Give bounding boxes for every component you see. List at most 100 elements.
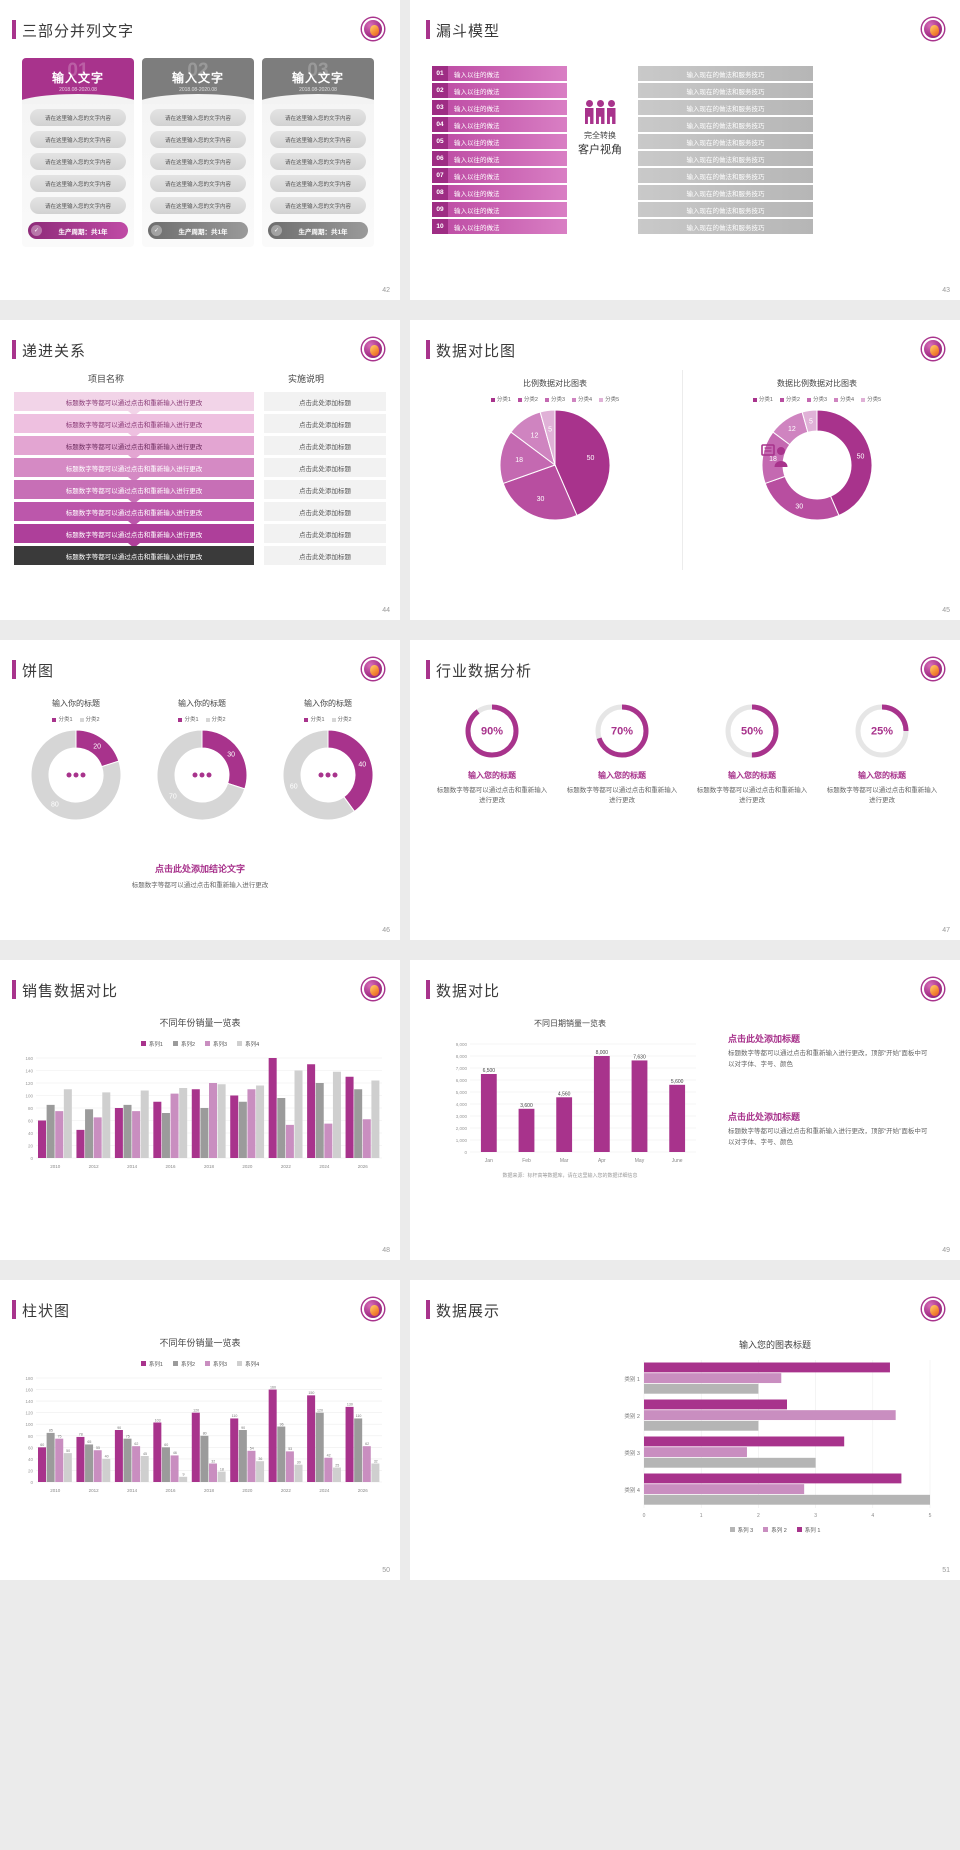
svg-text:类别 3: 类别 3 — [624, 1449, 640, 1457]
svg-text:5: 5 — [809, 418, 813, 425]
step-desc-row[interactable]: 点击此处添加标题 — [264, 414, 386, 433]
svg-text:0: 0 — [30, 1156, 33, 1161]
column-3-footer[interactable]: ✓ 生产周期：共1年 — [268, 222, 368, 239]
svg-text:32: 32 — [211, 1459, 215, 1463]
funnel-right-row[interactable]: 输入现在的做法和服务技巧 — [638, 83, 813, 98]
brand-logo-icon — [362, 658, 384, 680]
slide-51[interactable]: 数据展示 输入您的图表标题 0 1 2 3 4 5 类别 1 类别 2 类别 3 类别 4 系列 … — [410, 1280, 960, 1580]
step-row[interactable]: 标题数字等都可以通过点击和重新输入进行更改 — [14, 436, 254, 460]
list-item[interactable]: 请在这里输入您的文字内容 — [150, 153, 246, 170]
funnel-right-row[interactable]: 输入现在的做法和服务技巧 — [638, 219, 813, 234]
ring-cell[interactable]: 70% 输入您的标题 标题数字等都可以通过点击和重新输入进行更改 — [564, 702, 680, 807]
step-row[interactable]: 标题数字等都可以通过点击和重新输入进行更改 — [14, 546, 254, 565]
step-desc-row[interactable]: 点击此处添加标题 — [264, 458, 386, 477]
funnel-row[interactable]: 10 输入以往的做法 — [432, 219, 567, 234]
funnel-row[interactable]: 02 输入以往的做法 — [432, 83, 567, 98]
list-item[interactable]: 请在这里输入您的文字内容 — [30, 131, 126, 148]
ring-label: 输入您的标题 — [858, 771, 906, 780]
slide-44[interactable]: 递进关系 项目名称 实施说明 标题数字等都可以通过点击和重新输入进行更改 标题数字… — [0, 320, 400, 620]
funnel-right-row[interactable]: 输入现在的做法和服务技巧 — [638, 151, 813, 166]
column-1-footer[interactable]: ✓ 生产周期：共1年 — [28, 222, 128, 239]
chart-legend: 分类1 分类2 — [268, 715, 388, 723]
column-1[interactable]: 01 输入文字 2018.08-2020.08 请在这里输入您的文字内容 请在这… — [22, 58, 134, 247]
list-item[interactable]: 请在这里输入您的文字内容 — [150, 131, 246, 148]
column-3[interactable]: 03 输入文字 2018.08-2020.08 请在这里输入您的文字内容 请在这… — [262, 58, 374, 247]
step-desc-row[interactable]: 点击此处添加标题 — [264, 524, 386, 543]
funnel-right-row[interactable]: 输入现在的做法和服务技巧 — [638, 202, 813, 217]
list-item[interactable]: 请在这里输入您的文字内容 — [150, 109, 246, 126]
funnel-row[interactable]: 04 输入以往的做法 — [432, 117, 567, 132]
step-row[interactable]: 标题数字等都可以通过点击和重新输入进行更改 — [14, 480, 254, 504]
funnel-right-row[interactable]: 输入现在的做法和服务技巧 — [638, 117, 813, 132]
donut-chart: 50 30 18 12 5 — [702, 409, 932, 521]
step-desc-row[interactable]: 点击此处添加标题 — [264, 480, 386, 499]
funnel-row[interactable]: 05 输入以往的做法 — [432, 134, 567, 149]
donut-cell[interactable]: 输入你的标题 分类1 分类2 20 80 — [16, 698, 136, 821]
funnel-row[interactable]: 01 输入以往的做法 — [432, 66, 567, 81]
donut-cell[interactable]: 输入你的标题 分类1 分类2 30 70 — [142, 698, 262, 821]
svg-text:8,000: 8,000 — [456, 1054, 468, 1059]
ring-cell[interactable]: 50% 输入您的标题 标题数字等都可以通过点击和重新输入进行更改 — [694, 702, 810, 807]
chart-footnote: 数据来源：标杆高等数据库，请在这里输入您的数据详细信息 — [502, 1173, 638, 1179]
svg-text:40: 40 — [28, 1457, 34, 1462]
list-item[interactable]: 请在这里输入您的文字内容 — [270, 197, 366, 214]
step-desc-row[interactable]: 点击此处添加标题 — [264, 392, 386, 411]
svg-text:120: 120 — [25, 1081, 33, 1086]
list-item[interactable]: 请在这里输入您的文字内容 — [30, 197, 126, 214]
slide-43[interactable]: 漏斗模型 01 输入以往的做法 02 输入以往的做法 03 输入以往的做法 04… — [410, 0, 960, 300]
list-item[interactable]: 请在这里输入您的文字内容 — [270, 109, 366, 126]
funnel-right-row[interactable]: 输入现在的做法和服务技巧 — [638, 185, 813, 200]
list-item[interactable]: 请在这里输入您的文字内容 — [30, 109, 126, 126]
column-2[interactable]: 02 输入文字 2018.08-2020.08 请在这里输入您的文字内容 请在这… — [142, 58, 254, 247]
funnel-row[interactable]: 03 输入以往的做法 — [432, 100, 567, 115]
funnel-right-row[interactable]: 输入现在的做法和服务技巧 — [638, 168, 813, 183]
funnel-right-row[interactable]: 输入现在的做法和服务技巧 — [638, 134, 813, 149]
funnel-right-row[interactable]: 输入现在的做法和服务技巧 — [638, 100, 813, 115]
step-row[interactable]: 标题数字等都可以通过点击和重新输入进行更改 — [14, 502, 254, 526]
column-2-footer[interactable]: ✓ 生产周期：共1年 — [148, 222, 248, 239]
column-1-heading: 输入文字 — [51, 71, 104, 85]
funnel-row[interactable]: 06 输入以往的做法 — [432, 151, 567, 166]
svg-text:75: 75 — [126, 1434, 130, 1438]
donut-cell[interactable]: 输入你的标题 分类1 分类2 40 60 — [268, 698, 388, 821]
step-row[interactable]: 标题数字等都可以通过点击和重新输入进行更改 — [14, 458, 254, 482]
list-item[interactable]: 请在这里输入您的文字内容 — [150, 197, 246, 214]
step-row[interactable]: 标题数字等都可以通过点击和重新输入进行更改 — [14, 414, 254, 438]
list-item[interactable]: 请在这里输入您的文字内容 — [150, 175, 246, 192]
slide-49[interactable]: 数据对比 不同日期销量一览表 0 1,000 2,000 3,000 4,000 5,00… — [410, 960, 960, 1260]
funnel-row[interactable]: 09 输入以往的做法 — [432, 202, 567, 217]
list-item[interactable]: 请在这里输入您的文字内容 — [30, 153, 126, 170]
funnel-row-label: 输入以往的做法 — [448, 134, 567, 149]
step-desc-row[interactable]: 点击此处添加标题 — [264, 502, 386, 521]
list-item[interactable]: 请在这里输入您的文字内容 — [30, 175, 126, 192]
funnel-right-row[interactable]: 输入现在的做法和服务技巧 — [638, 66, 813, 81]
slide-42[interactable]: 三部分并列文字 01 输入文字 2018.08-2020.08 请在这里输入您的… — [0, 0, 400, 300]
svg-text:2012: 2012 — [89, 1164, 100, 1169]
slide-45[interactable]: 数据对比图 比例数据对比图表 分类1 分类2 分类3 分类4 分类5 50 30 18 12 5… — [410, 320, 960, 620]
ring-desc: 标题数字等都可以通过点击和重新输入进行更改 — [696, 787, 808, 805]
slide-50[interactable]: 柱状图 不同年份销量一览表 系列1 系列2 系列3 系列4 0 20 40 60 80 100 1… — [0, 1280, 400, 1580]
slide-48[interactable]: 销售数据对比 不同年份销量一览表 系列1 系列2 系列3 系列4 0 20 40 60 80 1… — [0, 960, 400, 1260]
slide-47[interactable]: 行业数据分析 90% 输入您的标题 标题数字等都可以通过点击和重新输入进行更改 … — [410, 640, 960, 940]
svg-text:2016: 2016 — [166, 1488, 177, 1493]
page-title: 三部分并列文字 — [22, 23, 135, 40]
ring-cell[interactable]: 25% 输入您的标题 标题数字等都可以通过点击和重新输入进行更改 — [824, 702, 940, 807]
list-item[interactable]: 请在这里输入您的文字内容 — [270, 153, 366, 170]
svg-text:130: 130 — [347, 1403, 353, 1407]
step-desc-row[interactable]: 点击此处添加标题 — [264, 546, 386, 565]
svg-text:1: 1 — [700, 1513, 703, 1519]
list-item[interactable]: 请在这里输入您的文字内容 — [270, 131, 366, 148]
funnel-row[interactable]: 08 输入以往的做法 — [432, 185, 567, 200]
step-desc-row[interactable]: 点击此处添加标题 — [264, 436, 386, 455]
list-item[interactable]: 请在这里输入您的文字内容 — [270, 175, 366, 192]
progress-ring: 25% — [824, 702, 940, 760]
text-block-1: 点击此处添加标题 标题数字等都可以通过点击和重新输入进行更改，顶部“开始”面板中… — [728, 1032, 928, 1070]
step-row[interactable]: 标题数字等都可以通过点击和重新输入进行更改 — [14, 392, 254, 416]
ring-cell[interactable]: 90% 输入您的标题 标题数字等都可以通过点击和重新输入进行更改 — [434, 702, 550, 807]
legend-item: 分类2 — [331, 715, 352, 723]
page-number: 46 — [382, 927, 390, 934]
step-row[interactable]: 标题数字等都可以通过点击和重新输入进行更改 — [14, 524, 254, 548]
funnel-row[interactable]: 07 输入以往的做法 — [432, 168, 567, 183]
progressive-right-rows: 点击此处添加标题 点击此处添加标题 点击此处添加标题 点击此处添加标题 点击此处添加标题… — [264, 392, 386, 568]
slide-46[interactable]: 饼图 输入你的标题 分类1 分类2 20 80 输入你的标题 分类1 分类2 30 70… — [0, 640, 400, 940]
